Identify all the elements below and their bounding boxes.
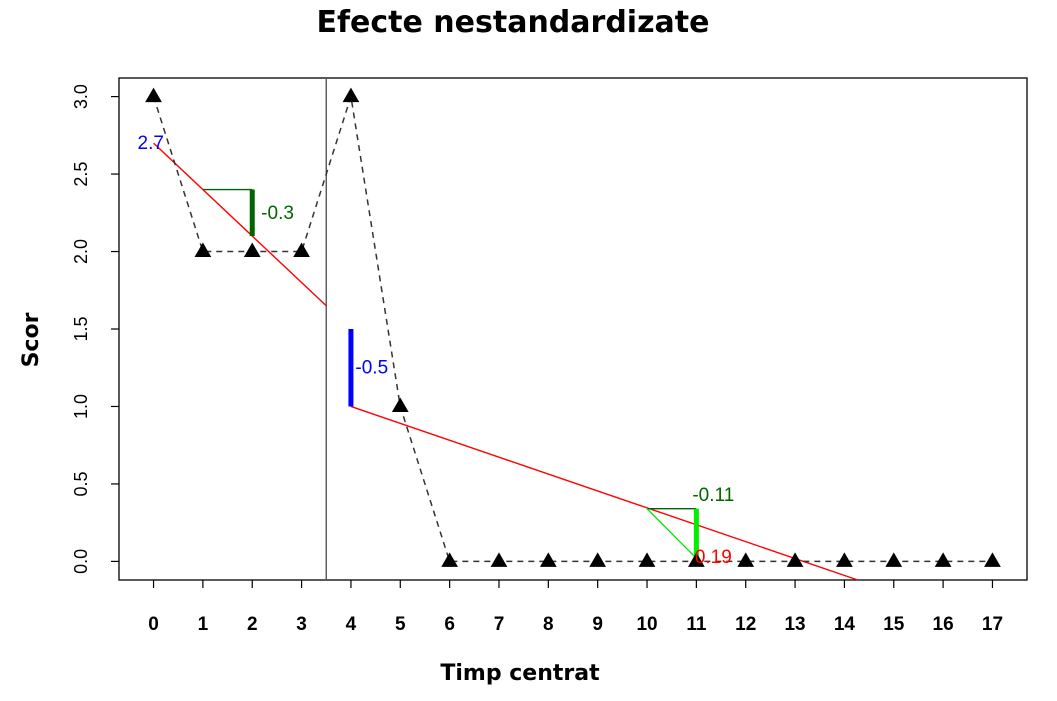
x-tick-label: 7 — [494, 614, 505, 635]
data-point — [490, 552, 508, 567]
data-point — [243, 242, 261, 258]
data-point — [885, 552, 903, 567]
x-axis-title: Timp centrat — [440, 661, 600, 686]
slope-change-diagonal — [646, 508, 697, 559]
y-axis-title: Scor — [19, 312, 44, 367]
data-point — [539, 552, 557, 567]
plot-marks: 0 1 2 3 4 5 6 7 8 9 10 11 12 13 14 15 16 170.00.51.01.52.… — [71, 78, 1003, 635]
data-point — [638, 552, 656, 567]
data-point — [934, 552, 952, 567]
x-tick-label: 5 — [395, 614, 406, 635]
x-tick-label: 9 — [592, 614, 603, 635]
x-tick-label: 16 — [933, 614, 954, 635]
x-tick-label: 11 — [686, 614, 707, 635]
x-tick-label: 10 — [636, 614, 657, 635]
data-point — [391, 397, 409, 412]
chart-title: Efecte nestandardizate — [317, 5, 710, 40]
data-point — [145, 87, 162, 103]
y-tick-label: 0.5 — [71, 471, 91, 496]
x-tick-label: 1 — [198, 614, 209, 635]
y-tick-label: 2.0 — [71, 239, 91, 264]
data-point — [589, 552, 607, 567]
x-tick-label: 2 — [247, 614, 258, 635]
data-point — [786, 552, 804, 567]
y-tick-label: 1.5 — [71, 316, 91, 341]
data-point — [293, 242, 310, 258]
fitted-line — [153, 142, 327, 307]
x-tick-label: 3 — [296, 614, 307, 635]
y-tick-label: 0.0 — [71, 549, 91, 574]
plot-frame — [118, 77, 1028, 581]
data-point — [194, 242, 212, 258]
data-point — [836, 552, 853, 567]
data-point — [688, 552, 705, 567]
observed-series-line — [152, 96, 993, 563]
fitted-line — [350, 405, 858, 581]
y-tick-label: 2.5 — [71, 162, 91, 187]
x-tick-label: 6 — [444, 614, 455, 635]
annotation-label: -0.5 — [355, 358, 388, 379]
data-point — [342, 87, 360, 103]
data-point — [441, 552, 458, 567]
y-tick-label: 1.0 — [71, 394, 91, 419]
x-tick-label: 14 — [834, 614, 856, 635]
annotation-label: -0.11 — [692, 485, 734, 506]
x-tick-label: 15 — [883, 614, 905, 635]
annotation-label: 2.7 — [138, 133, 164, 154]
y-tick-label: 3.0 — [71, 84, 91, 109]
annotation-label: -0.3 — [261, 203, 294, 224]
data-point — [737, 552, 755, 567]
x-tick-label: 17 — [982, 614, 1003, 635]
x-tick-label: 0 — [148, 614, 159, 635]
data-point — [984, 552, 1001, 567]
x-tick-label: 12 — [735, 614, 756, 635]
x-tick-label: 13 — [784, 614, 805, 635]
annotation-label: 0.19 — [695, 547, 732, 568]
x-tick-label: 8 — [543, 614, 554, 635]
x-tick-label: 4 — [346, 614, 357, 635]
